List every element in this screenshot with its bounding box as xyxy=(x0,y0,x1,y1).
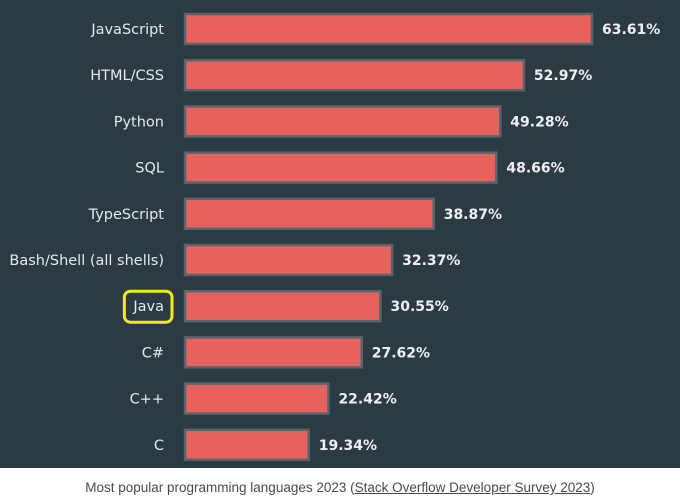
bar-bash-shell-all-shells xyxy=(183,243,394,277)
bar-sql xyxy=(183,151,498,184)
caption-text: Most popular programming languages 2023 … xyxy=(85,480,355,495)
value-label-bash-shell-all-shells: 32.37% xyxy=(402,253,460,269)
category-label-java: Java xyxy=(132,299,164,315)
value-label-html-css: 52.97% xyxy=(534,68,592,84)
category-label-c: C++ xyxy=(130,392,164,408)
category-label-javascript: JavaScript xyxy=(90,22,164,38)
value-label-java: 30.55% xyxy=(390,299,448,315)
caption-text-end: ) xyxy=(590,480,595,495)
bar-chart: JavaScript 63.61% HTML/CSS 52.97% Python 49.2… xyxy=(9,12,660,462)
category-label-sql: SQL xyxy=(135,161,164,177)
value-label-typescript: 38.87% xyxy=(444,207,502,223)
survey-link[interactable]: Stack Overflow Developer Survey 2023 xyxy=(354,480,591,495)
value-label-c: 19.34% xyxy=(319,438,377,454)
bar-javascript xyxy=(183,12,594,46)
value-label-python: 49.28% xyxy=(510,114,568,130)
bar-java xyxy=(183,289,382,323)
bar-c xyxy=(183,382,330,415)
value-label-sql: 48.66% xyxy=(506,161,564,177)
value-label-c: 22.42% xyxy=(338,392,396,408)
category-label-c: C xyxy=(154,438,164,454)
category-label-python: Python xyxy=(114,114,164,130)
category-label-c: C# xyxy=(142,345,164,361)
highlight-box-java xyxy=(122,289,174,324)
bar-c xyxy=(183,336,363,369)
category-label-typescript: TypeScript xyxy=(88,207,165,223)
bar-python xyxy=(183,105,502,138)
category-label-bash-shell-all-shells: Bash/Shell (all shells) xyxy=(9,253,164,269)
bar-c xyxy=(183,428,310,462)
bar-typescript xyxy=(183,197,435,231)
value-label-c: 27.62% xyxy=(372,345,430,361)
bar-html-css xyxy=(183,58,526,92)
chart-panel: JavaScript 63.61% HTML/CSS 52.97% Python 49.2… xyxy=(0,0,680,468)
figure-caption: Most popular programming languages 2023 … xyxy=(0,480,680,495)
category-label-html-css: HTML/CSS xyxy=(90,68,164,84)
value-label-javascript: 63.61% xyxy=(602,22,660,38)
